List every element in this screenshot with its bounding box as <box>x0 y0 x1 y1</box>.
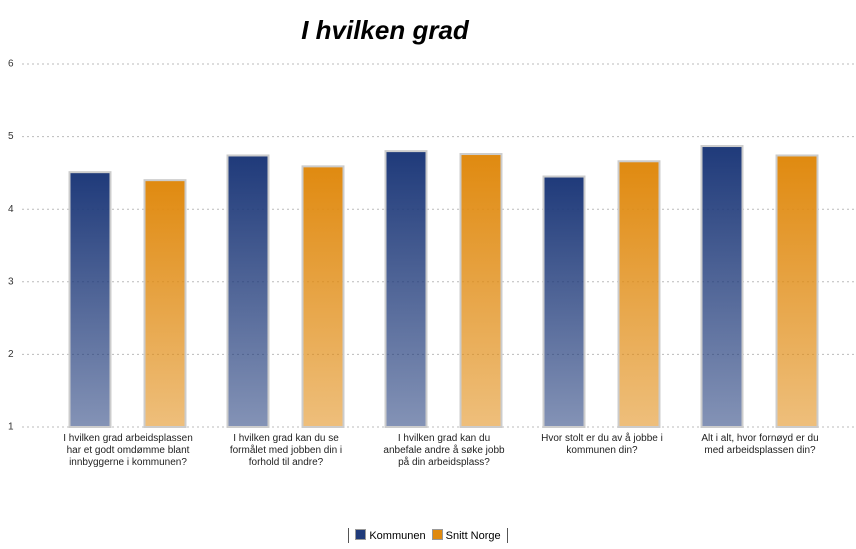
bar <box>68 171 112 428</box>
y-tick-label: 6 <box>8 59 14 70</box>
y-tick-label: 1 <box>8 422 14 433</box>
legend-label: Snitt Norge <box>445 530 501 542</box>
legend-swatch <box>355 529 367 540</box>
legend: Kommunen Snitt Norge <box>0 528 856 543</box>
bar <box>143 179 187 428</box>
bar <box>617 160 661 428</box>
legend-swatch <box>431 529 443 540</box>
x-tick-label: Hvor stolt er du av å jobbe i kommunen d… <box>541 433 663 456</box>
bar <box>384 150 428 428</box>
x-tick-label: I hvilken grad kan du se formålet med jo… <box>229 433 343 468</box>
bar <box>542 175 586 428</box>
y-tick-label: 2 <box>8 349 14 360</box>
bar <box>459 153 503 429</box>
chart-title: I hvilken grad <box>301 15 470 45</box>
legend-label: Kommunen <box>369 530 426 542</box>
y-tick-label: 5 <box>8 131 14 142</box>
y-tick-label: 3 <box>8 276 14 287</box>
x-tick-label: I hvilken grad kan du anbefale andre å s… <box>383 433 505 468</box>
legend-item: Kommunen <box>355 529 426 542</box>
bar <box>700 145 744 428</box>
y-tick-label: 4 <box>8 204 14 215</box>
bar <box>301 165 345 428</box>
x-tick-label: I hvilken grad arbeidsplassen har et god… <box>63 433 193 468</box>
bar <box>226 154 270 428</box>
bar <box>775 154 819 428</box>
x-tick-label: Alt i alt, hvor fornøyd er du med arbeid… <box>701 433 819 456</box>
legend-item: Snitt Norge <box>431 529 501 542</box>
legend-box: Kommunen Snitt Norge <box>348 528 508 543</box>
